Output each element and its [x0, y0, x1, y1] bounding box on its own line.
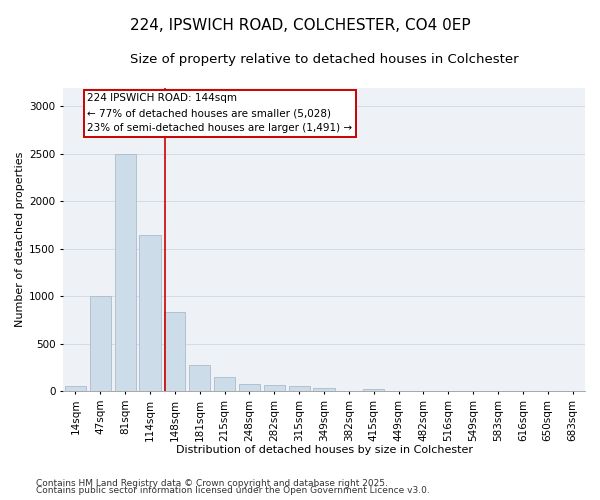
Bar [189, 366, 211, 391]
Text: 224 IPSWICH ROAD: 144sqm
← 77% of detached houses are smaller (5,028)
23% of sem: 224 IPSWICH ROAD: 144sqm ← 77% of detach… [88, 94, 353, 133]
Text: Contains HM Land Registry data © Crown copyright and database right 2025.: Contains HM Land Registry data © Crown c… [36, 478, 388, 488]
Bar [264, 386, 285, 391]
Bar [289, 386, 310, 391]
Y-axis label: Number of detached properties: Number of detached properties [15, 152, 25, 327]
Bar [115, 154, 136, 391]
Bar [164, 312, 185, 391]
Text: 224, IPSWICH ROAD, COLCHESTER, CO4 0EP: 224, IPSWICH ROAD, COLCHESTER, CO4 0EP [130, 18, 470, 32]
Text: Contains public sector information licensed under the Open Government Licence v3: Contains public sector information licen… [36, 486, 430, 495]
X-axis label: Distribution of detached houses by size in Colchester: Distribution of detached houses by size … [176, 445, 473, 455]
Bar [214, 377, 235, 391]
Bar [90, 296, 111, 391]
Bar [363, 388, 384, 391]
Title: Size of property relative to detached houses in Colchester: Size of property relative to detached ho… [130, 52, 518, 66]
Bar [139, 234, 161, 391]
Bar [239, 384, 260, 391]
Bar [313, 388, 335, 391]
Bar [65, 386, 86, 391]
